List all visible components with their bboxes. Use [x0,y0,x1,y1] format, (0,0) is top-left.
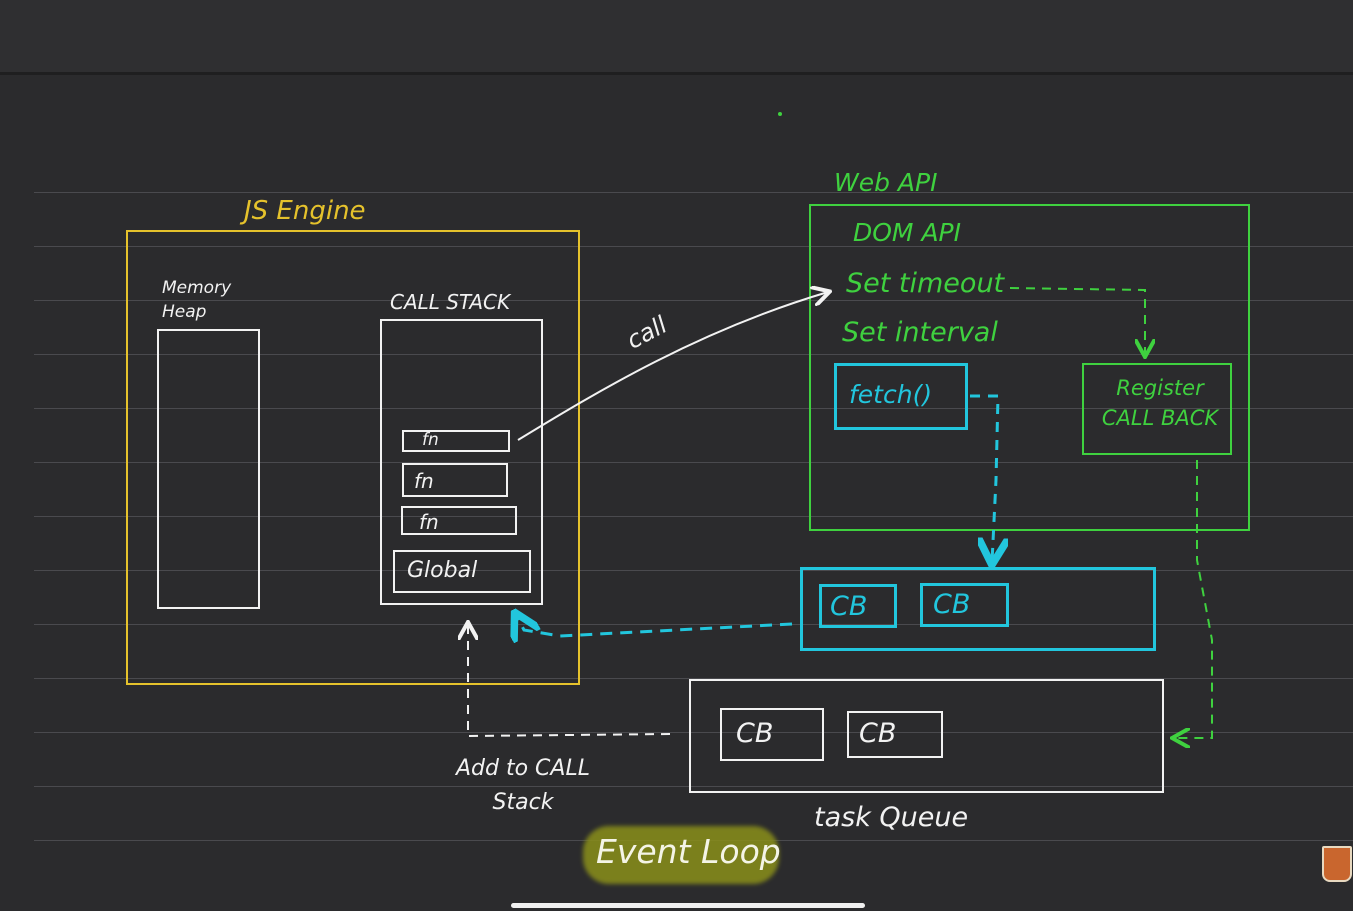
ruled-line [34,786,1353,787]
fetch-box: fetch() [834,363,968,430]
ruled-line [34,570,1353,571]
task-queue-to-stack-arrow [468,624,671,738]
set-interval-label: Set interval [842,317,998,348]
ruled-line [34,624,1353,625]
register-callback-label: Register CALL BACK [1101,376,1219,430]
js-engine-title: JS Engine [244,196,366,226]
js-engine-box [126,230,580,685]
fetch-to-microtask-arrow [970,394,998,562]
register-to-task-queue-arrow [1174,460,1213,738]
task-queue-box [689,679,1164,793]
ruled-line [34,354,1353,355]
memory-heap-label: Memory Heap [162,278,232,322]
microtask-callback-label: CB [933,589,971,620]
set-timeout-label: Set timeout [846,268,1005,299]
stack-frame: fn [402,463,508,497]
microtask-callback: CB [920,583,1009,627]
stack-frame-label: fn [414,469,434,493]
ruled-line [34,516,1353,517]
ruled-line [34,678,1353,679]
stack-frame-label: fn [419,510,439,534]
stack-frame: fn [401,506,517,535]
dom-api-label: DOM API [853,218,961,247]
microtask-to-stack-arrow [516,615,793,636]
call-arrow [517,292,828,441]
task-callback-label: CB [859,718,897,749]
microtask-callback: CB [819,584,897,628]
ruled-line [34,408,1353,409]
global-frame-label: Global [407,558,478,583]
task-queue-label: task Queue [814,802,969,833]
task-callback: CB [847,711,943,758]
global-frame: Global [393,550,531,593]
event-loop-label: Event Loop [596,832,781,871]
timeout-to-register-arrow [1009,287,1145,355]
web-api-box [809,204,1250,531]
stack-frame: fn [402,430,510,452]
microtask-callback-label: CB [830,591,868,622]
top-toolbar [0,0,1353,75]
call-stack-label: CALL STACK [390,290,511,314]
add-to-call-stack-label: Add to CALL Stack [456,756,590,815]
stack-frame-label: fn [422,430,439,450]
stray-dot [778,112,782,116]
cup-icon [1322,846,1352,882]
ruled-line [34,732,1353,733]
call-stack-box [380,319,543,605]
memory-heap-box [157,329,260,609]
ruled-line [34,462,1353,463]
event-loop-highlight [583,826,779,884]
home-indicator[interactable] [511,903,865,908]
web-api-title: Web API [834,168,938,197]
register-callback-box: Register CALL BACK [1082,363,1232,455]
task-callback-label: CB [736,718,774,749]
fetch-label: fetch() [849,380,933,409]
ruled-line [34,300,1353,301]
task-callback: CB [720,708,824,761]
ruled-line [34,246,1353,247]
ruled-line [34,192,1353,193]
